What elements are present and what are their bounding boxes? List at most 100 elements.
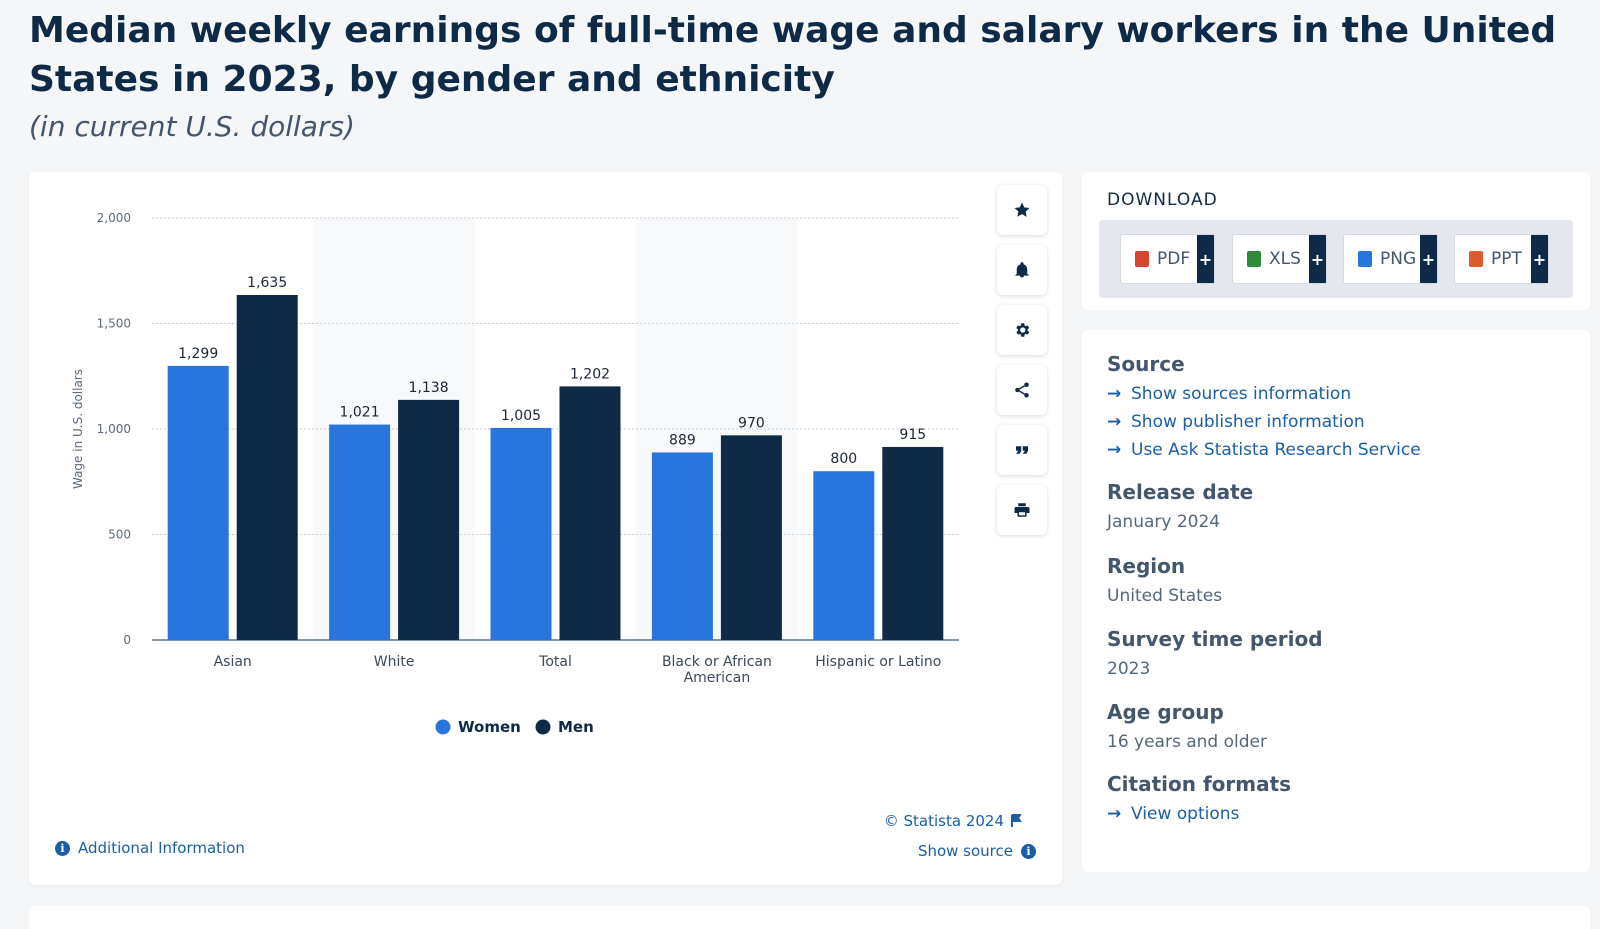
bar-men bbox=[236, 295, 298, 640]
statista-credit[interactable]: © Statista 2024 bbox=[884, 812, 1022, 830]
release-date-value: January 2024 bbox=[1107, 512, 1221, 532]
arrow-right-icon: → bbox=[1107, 384, 1122, 404]
quote-icon bbox=[1016, 446, 1028, 454]
view-options-text: View options bbox=[1131, 804, 1240, 824]
view-options-link[interactable]: → View options bbox=[1107, 804, 1239, 824]
favorite-button[interactable] bbox=[997, 185, 1047, 235]
download-xls-label: XLS bbox=[1269, 249, 1301, 269]
next-card-edge bbox=[29, 906, 1590, 929]
x-tick-label: American bbox=[684, 670, 751, 686]
download-pdf-button[interactable]: PDF + bbox=[1120, 234, 1215, 284]
xls-file-icon bbox=[1247, 251, 1261, 267]
show-sources-text: Show sources information bbox=[1131, 384, 1352, 404]
download-pdf-label: PDF bbox=[1157, 249, 1191, 269]
bar-women bbox=[167, 365, 229, 640]
png-image-icon bbox=[1358, 251, 1372, 267]
release-date-heading: Release date bbox=[1107, 480, 1254, 504]
age-group-value: 16 years and older bbox=[1107, 732, 1267, 752]
download-ppt-button[interactable]: PPT + bbox=[1454, 234, 1549, 284]
download-xls-button[interactable]: XLS + bbox=[1232, 234, 1327, 284]
x-tick-label: Total bbox=[538, 654, 572, 670]
y-tick-label: 1,500 bbox=[97, 317, 131, 331]
survey-period-value: 2023 bbox=[1107, 659, 1151, 679]
show-source-link[interactable]: Show source i bbox=[918, 842, 1036, 860]
star-icon bbox=[1014, 202, 1030, 217]
notification-button[interactable] bbox=[997, 245, 1047, 295]
data-label: 800 bbox=[830, 451, 857, 467]
x-tick-label: Hispanic or Latino bbox=[815, 654, 941, 670]
chart-card: 0 500 1,000 1,500 2,000 Wage in U.S. dollars 1… bbox=[29, 172, 1062, 885]
plus-icon[interactable]: + bbox=[1309, 235, 1326, 283]
arrow-right-icon: → bbox=[1107, 440, 1122, 460]
print-icon bbox=[1014, 503, 1030, 517]
arrow-right-icon: → bbox=[1107, 412, 1122, 432]
bar-men bbox=[882, 446, 944, 640]
print-button[interactable] bbox=[997, 485, 1047, 535]
data-label: 915 bbox=[899, 427, 926, 443]
research-service-text: Use Ask Statista Research Service bbox=[1131, 440, 1421, 460]
research-service-link[interactable]: → Use Ask Statista Research Service bbox=[1107, 440, 1421, 460]
data-label: 1,021 bbox=[340, 405, 380, 421]
info-icon: i bbox=[55, 840, 70, 856]
bar-men bbox=[559, 386, 621, 640]
plus-icon[interactable]: + bbox=[1197, 235, 1214, 283]
y-axis-label: Wage in U.S. dollars bbox=[71, 369, 85, 489]
x-tick-label: Black or African bbox=[662, 654, 772, 670]
data-label: 889 bbox=[669, 432, 696, 448]
region-heading: Region bbox=[1107, 554, 1186, 578]
details-card: Source → Show sources information → Show p… bbox=[1082, 330, 1590, 872]
cite-button[interactable] bbox=[997, 425, 1047, 475]
page-subtitle: (in current U.S. dollars) bbox=[29, 110, 355, 143]
y-tick-label: 0 bbox=[123, 633, 131, 647]
gear-icon bbox=[1016, 323, 1030, 337]
download-buttons: PDF + XLS + PNG + PPT + bbox=[1099, 220, 1573, 298]
x-tick-label: Asian bbox=[214, 654, 252, 670]
credit-text: © Statista 2024 bbox=[883, 812, 1004, 830]
bar-men bbox=[720, 435, 782, 640]
show-source-text: Show source bbox=[917, 842, 1013, 860]
show-publisher-link[interactable]: → Show publisher information bbox=[1107, 412, 1365, 432]
bar-women bbox=[813, 471, 875, 640]
age-group-heading: Age group bbox=[1107, 700, 1224, 724]
share-icon bbox=[1015, 382, 1029, 398]
plus-icon[interactable]: + bbox=[1420, 235, 1437, 283]
bar-women bbox=[490, 427, 552, 640]
y-tick-label: 500 bbox=[108, 528, 131, 542]
bell-icon bbox=[1015, 262, 1029, 278]
additional-information-text: Additional Information bbox=[78, 839, 245, 857]
region-value: United States bbox=[1107, 586, 1223, 606]
data-label: 970 bbox=[738, 415, 765, 431]
y-tick-label: 1,000 bbox=[97, 422, 131, 436]
flag-icon bbox=[1011, 814, 1022, 827]
bar-chart: 0 500 1,000 1,500 2,000 Wage in U.S. dollars 1… bbox=[71, 211, 959, 736]
download-card: DOWNLOAD PDF + XLS + PNG + PPT + bbox=[1082, 172, 1590, 310]
legend-marker-women bbox=[435, 719, 451, 735]
legend-label-men: Men bbox=[558, 718, 594, 736]
settings-button[interactable] bbox=[997, 305, 1047, 355]
legend-marker-men bbox=[535, 719, 551, 735]
plus-icon[interactable]: + bbox=[1531, 235, 1548, 283]
download-title: DOWNLOAD bbox=[1107, 190, 1218, 210]
page-title: Median weekly earnings of full-time wage… bbox=[29, 10, 1557, 100]
legend-label-women: Women bbox=[458, 718, 521, 736]
survey-period-heading: Survey time period bbox=[1107, 627, 1323, 651]
arrow-right-icon: → bbox=[1107, 804, 1122, 824]
data-label: 1,635 bbox=[247, 275, 287, 291]
info-icon: i bbox=[1021, 843, 1036, 859]
bar-men bbox=[398, 399, 460, 640]
pdf-file-icon bbox=[1135, 251, 1149, 267]
download-png-label: PNG bbox=[1380, 249, 1417, 269]
additional-information-link[interactable]: i Additional Information bbox=[55, 839, 245, 857]
data-label: 1,005 bbox=[501, 408, 541, 424]
citation-formats-heading: Citation formats bbox=[1107, 772, 1292, 796]
ppt-file-icon bbox=[1469, 251, 1483, 267]
y-tick-label: 2,000 bbox=[97, 211, 131, 225]
share-button[interactable] bbox=[997, 365, 1047, 415]
download-png-button[interactable]: PNG + bbox=[1343, 234, 1438, 284]
download-ppt-label: PPT bbox=[1491, 249, 1522, 269]
show-sources-link[interactable]: → Show sources information bbox=[1107, 384, 1351, 404]
show-publisher-text: Show publisher information bbox=[1131, 412, 1365, 432]
source-heading: Source bbox=[1107, 352, 1185, 376]
data-label: 1,202 bbox=[570, 366, 610, 382]
bar-women bbox=[651, 452, 713, 640]
